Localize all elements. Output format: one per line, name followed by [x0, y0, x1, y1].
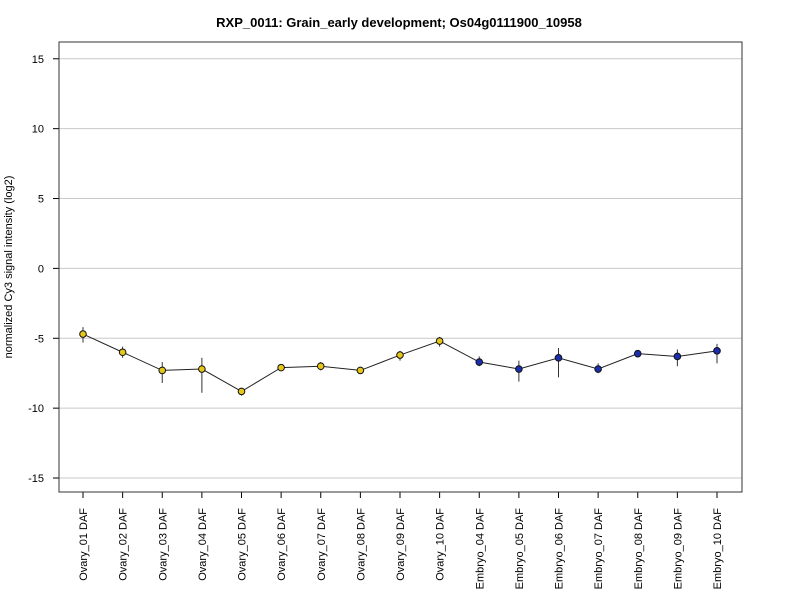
y-tick-label: -15 [28, 473, 44, 485]
x-axis-ticks: Ovary_01 DAF Ovary_02 DAF Ovary_03 DAF Ovar… [78, 492, 724, 589]
x-tick-label: Ovary_05 DAF [237, 508, 249, 581]
data-points [79, 330, 721, 396]
data-point [356, 366, 365, 375]
y-tick-label: 5 [38, 194, 44, 206]
y-tick-label: -10 [28, 403, 44, 415]
data-point [118, 348, 127, 357]
x-tick-label: Ovary_08 DAF [355, 508, 367, 581]
gridlines [59, 58, 742, 479]
x-tick-label: Ovary_03 DAF [157, 508, 169, 581]
series-polyline [82, 333, 718, 392]
y-tick-label: 0 [38, 263, 44, 275]
data-point [515, 365, 523, 373]
data-point [594, 365, 602, 373]
data-point [554, 354, 563, 362]
data-point [673, 352, 682, 361]
y-axis-label: normalized Cy3 signal intensity (log2) [3, 176, 15, 359]
x-tick-label: Embryo_10 DAF [712, 508, 724, 590]
data-point [237, 387, 246, 396]
y-tick-label: 15 [32, 54, 44, 66]
x-tick-label: Embryo_08 DAF [633, 508, 645, 590]
y-tick-label: 10 [32, 124, 44, 136]
data-point [475, 358, 484, 366]
x-tick-label: Ovary_02 DAF [118, 508, 130, 581]
x-tick-label: Ovary_07 DAF [316, 508, 328, 581]
x-tick-label: Embryo_07 DAF [593, 508, 605, 590]
x-tick-label: Embryo_06 DAF [554, 508, 566, 590]
series-line [82, 333, 718, 392]
x-tick-label: Ovary_09 DAF [395, 508, 407, 581]
y-axis-ticks: -15 -10 -5 0 5 10 15 [28, 54, 59, 485]
x-tick-label: Ovary_04 DAF [197, 508, 209, 581]
data-point [633, 349, 642, 358]
x-tick-label: Embryo_09 DAF [672, 508, 684, 590]
data-point [713, 347, 721, 355]
error-bars [82, 327, 718, 396]
x-tick-label: Ovary_01 DAF [78, 508, 90, 581]
data-point [316, 362, 325, 371]
x-tick-label: Embryo_04 DAF [474, 508, 486, 590]
data-point [158, 366, 167, 375]
y-tick-label: -5 [34, 333, 44, 345]
data-point [396, 351, 404, 359]
data-point [435, 337, 444, 345]
plot-frame [58, 41, 743, 493]
data-point [79, 330, 87, 338]
data-point [198, 365, 206, 373]
chart-title: RXP_0011: Grain_early development; Os04g… [216, 15, 582, 30]
x-tick-label: Embryo_05 DAF [514, 508, 526, 590]
x-tick-label: Ovary_06 DAF [276, 508, 288, 581]
x-tick-label: Ovary_10 DAF [435, 508, 447, 581]
data-point [277, 363, 285, 372]
